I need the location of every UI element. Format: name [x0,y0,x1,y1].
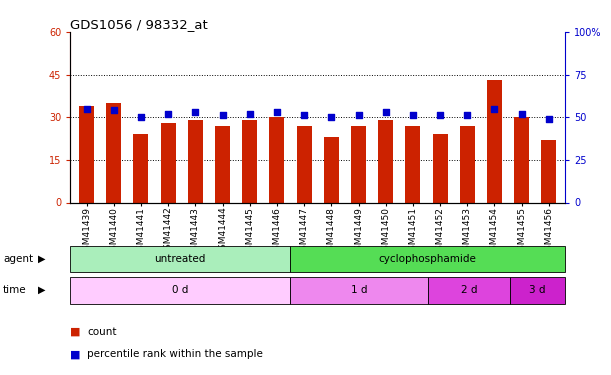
Bar [269,117,284,202]
Bar [70,246,290,272]
Text: percentile rank within the sample: percentile rank within the sample [87,350,263,359]
Bar [161,123,175,202]
Text: cyclophosphamide: cyclophosphamide [379,254,477,264]
Text: ▶: ▶ [38,254,45,264]
Text: 2 d: 2 d [461,285,477,295]
Text: ▶: ▶ [38,285,45,295]
Point [544,116,554,122]
Text: 1 d: 1 d [351,285,367,295]
Point [136,114,146,120]
Text: 3 d: 3 d [529,285,546,295]
Point [381,109,390,115]
Bar [106,103,121,202]
Text: agent: agent [3,254,33,264]
Point [191,109,200,115]
Text: ■: ■ [70,327,81,337]
Text: untreated: untreated [155,254,206,264]
Bar [215,126,230,202]
Bar [242,120,257,202]
Point [272,109,282,115]
Point [354,112,364,118]
Bar [79,106,94,202]
Bar [514,117,529,202]
Bar [487,80,502,203]
Bar [378,120,393,202]
Bar [433,134,448,202]
Point [245,111,255,117]
Point [109,107,119,113]
Point [435,112,445,118]
Point [299,112,309,118]
Point [489,106,499,112]
Point [163,111,173,117]
Bar [541,140,557,202]
Bar [324,137,338,202]
Point [218,112,227,118]
Point [408,112,418,118]
Text: count: count [87,327,117,337]
Bar [290,246,565,272]
Point [326,114,336,120]
Bar [297,126,312,202]
Text: time: time [3,285,27,295]
Bar [351,126,366,202]
Bar [428,277,510,304]
Bar [290,277,428,304]
Bar [510,277,565,304]
Bar [70,277,290,304]
Bar [406,126,420,202]
Point [82,106,92,112]
Text: 0 d: 0 d [172,285,188,295]
Bar [188,120,203,202]
Text: ■: ■ [70,350,81,359]
Bar [133,134,148,202]
Text: GDS1056 / 98332_at: GDS1056 / 98332_at [70,18,208,31]
Bar [460,126,475,202]
Point [463,112,472,118]
Point [517,111,527,117]
